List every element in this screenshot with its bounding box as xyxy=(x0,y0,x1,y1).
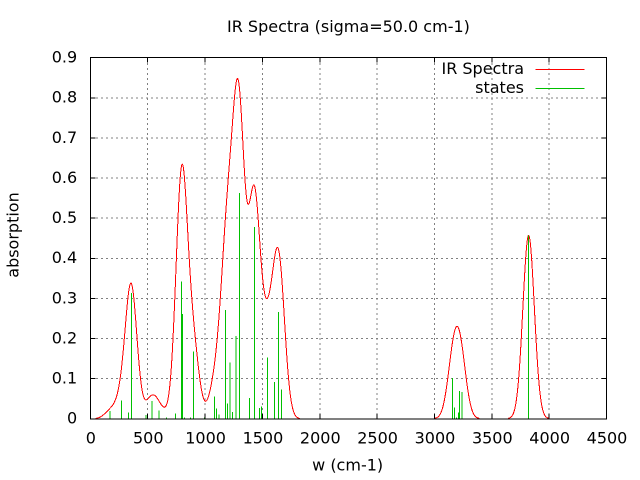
x-axis-label: w (cm-1) xyxy=(312,456,383,475)
y-tick-label: 0.5 xyxy=(52,208,77,227)
y-tick-label: 0.1 xyxy=(52,368,77,387)
x-tick-label: 4000 xyxy=(529,428,570,447)
y-tick-label: 0.4 xyxy=(52,248,77,267)
chart-title: IR Spectra (sigma=50.0 cm-1) xyxy=(227,17,470,36)
legend-label: states xyxy=(475,78,524,97)
x-tick-label: 1000 xyxy=(185,428,226,447)
x-tick-label: 3500 xyxy=(472,428,513,447)
y-tick-label: 0.9 xyxy=(52,48,77,67)
plot-border xyxy=(89,56,607,420)
legend-entry: IR Spectra xyxy=(441,59,585,78)
y-axis-label: absorption xyxy=(3,192,22,277)
x-tick-label: 2500 xyxy=(357,428,398,447)
x-tick-label: 500 xyxy=(133,428,164,447)
x-tick-label: 0 xyxy=(86,428,96,447)
x-tick-label: 3000 xyxy=(415,428,456,447)
plot-data xyxy=(90,77,607,420)
legend-label: IR Spectra xyxy=(441,59,524,78)
x-tick-label: 2000 xyxy=(300,428,341,447)
legend-entry: states xyxy=(475,78,585,97)
x-tick-label: 4500 xyxy=(587,428,628,447)
y-tick-label: 0.2 xyxy=(52,328,77,347)
grid xyxy=(90,57,606,419)
y-tick-label: 0.7 xyxy=(52,128,77,147)
labels: IR Spectra (sigma=50.0 cm-1) w (cm-1) ab… xyxy=(3,17,627,475)
y-tick-label: 0.3 xyxy=(52,288,77,307)
y-tick-label: 0.8 xyxy=(52,88,77,107)
axes xyxy=(89,56,607,420)
y-tick-label: 0 xyxy=(67,409,77,428)
x-tick-label: 1500 xyxy=(243,428,284,447)
y-tick-label: 0.6 xyxy=(52,168,77,187)
